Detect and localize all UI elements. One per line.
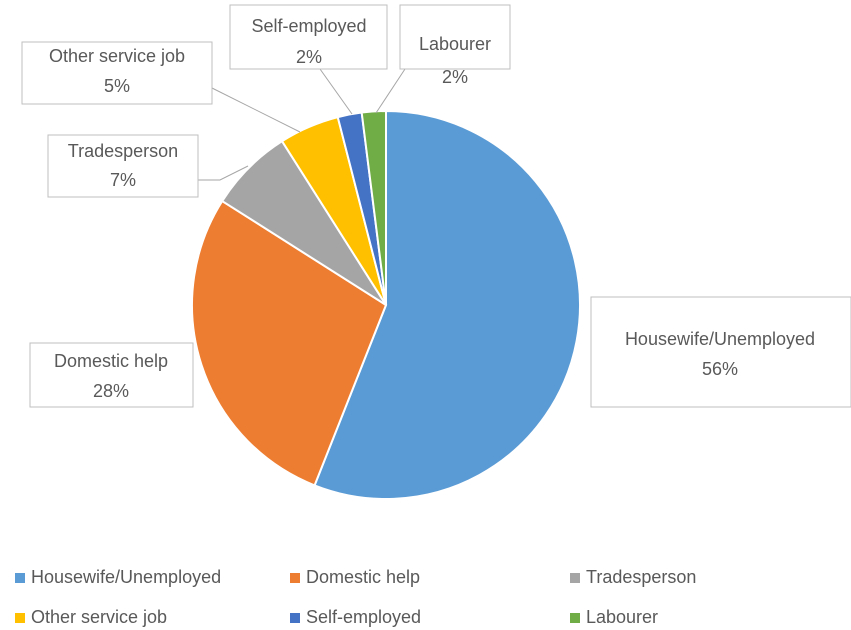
callout-box (229, 4, 388, 70)
data-label-category: Tradesperson (68, 141, 178, 161)
data-label-value: 2% (442, 67, 468, 87)
legend-swatch (15, 613, 25, 623)
data-label-category: Other service job (49, 46, 185, 66)
data-label-value: 2% (296, 47, 322, 67)
legend-label: Labourer (586, 607, 658, 627)
data-label-category: Labourer (419, 34, 491, 54)
pie-slice (313, 109, 581, 500)
data-label-category: Housewife/Unemployed (625, 329, 815, 349)
callout-box (21, 41, 213, 105)
leader-line (211, 87, 301, 133)
legend-label: Tradesperson (586, 567, 696, 587)
pie-slice (360, 109, 387, 306)
data-label-value: 56% (702, 359, 738, 379)
legend-swatch (290, 573, 300, 583)
callout-box (590, 296, 851, 408)
data-label-category: Domestic help (54, 351, 168, 371)
pie-slice (191, 199, 388, 487)
legend-label: Housewife/Unemployed (31, 567, 221, 587)
legend-label: Other service job (31, 607, 167, 627)
data-label-value: 5% (104, 76, 130, 96)
legend-label: Domestic help (306, 567, 420, 587)
data-label-value: 28% (93, 381, 129, 401)
legend-swatch (570, 573, 580, 583)
data-label-value: 7% (110, 170, 136, 190)
legend-swatch (570, 613, 580, 623)
leader-line (319, 68, 353, 115)
callout-box (399, 4, 511, 70)
legend-label: Self-employed (306, 607, 421, 627)
legend-swatch (15, 573, 25, 583)
callout-box (47, 134, 199, 198)
legend-swatch (290, 613, 300, 623)
callout-box (29, 342, 194, 408)
data-label-category: Self-employed (251, 16, 366, 36)
leader-line (375, 68, 406, 114)
leader-line (198, 165, 249, 181)
